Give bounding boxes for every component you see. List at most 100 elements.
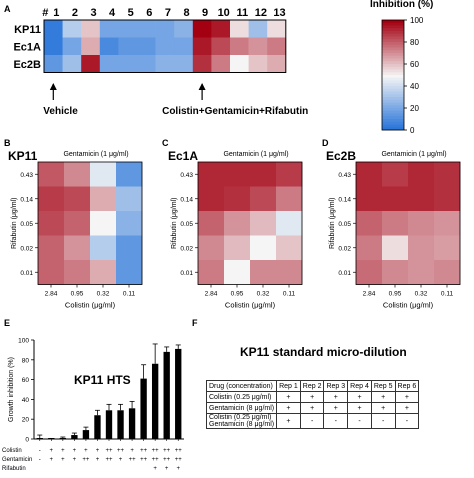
table-header-cell: Rep 3 [323,380,349,392]
treatment-mark: ++ [163,448,171,454]
heatmap-cell [64,211,91,236]
x-axis-label: Colistin (μg/ml) [65,301,116,310]
y-axis-label: Growth inhibition (%) [8,357,15,422]
panel-b-heatmap: KP11 Gentamicin (1 μg/ml) 0.43 0.14 0.05 0.02… [8,149,143,310]
heatmap-cell [64,260,91,285]
heatmap-cell [250,235,277,261]
bar [151,363,159,439]
heatmap-cell [116,162,143,187]
colorbar-segment [382,75,404,79]
table-cell: + [394,402,420,414]
colorbar-segment [382,86,404,90]
treatment-mark: ++ [117,448,125,454]
panel-c-heatmap: Ec1A Gentamicin (1 μg/ml) 0.43 0.14 0.05 0.02… [168,149,303,310]
treatment-mark: + [119,457,123,463]
column-label: 2 [72,7,78,19]
heatmap-cell [356,211,383,236]
table-cell: - [299,413,325,429]
heatmap-cell [137,20,156,38]
heatmap-cell [137,37,156,56]
colorbar-segment [382,22,404,26]
treatment-mark: + [61,448,65,454]
heatmap-cell [137,55,156,73]
heatmap-cell [230,20,249,38]
column-label: 12 [255,7,267,19]
heatmap-cell [356,235,383,261]
table-cell: Colistin (0.25 μg/ml) Gentamicin (8 μg/m… [205,413,278,429]
y-tick-label: 0.14 [180,196,193,203]
treatment-label: Gentamicin [2,457,32,463]
x-tick-label: 2.84 [205,291,218,298]
treatment-mark: + [165,466,169,472]
heatmap-cell [118,37,138,56]
heatmap-cell [62,55,82,73]
heatmap-cell [118,55,138,73]
colorbar-tick-label: 0 [410,126,415,135]
table-f-title: KP11 standard micro-dilution [240,345,407,359]
heatmap-cell [408,162,435,187]
heatmap-cell [356,260,383,285]
y-tick-label: 0.01 [338,270,351,277]
x-tick-label: 0.11 [283,291,296,298]
heatmap-cell [224,186,251,212]
heatmap-cell [192,20,212,38]
colorbar-segment [382,99,404,103]
bar [36,438,43,439]
colorbar-segment [382,64,404,68]
table-header-cell: Rep 2 [299,380,325,392]
treatment-mark: ++ [129,457,137,463]
table-cell: + [347,402,372,414]
y-tick-label: 0.14 [338,196,351,203]
heatmap-cell [408,211,435,236]
x-tick-label: 2.84 [45,291,58,298]
arrow-head [198,83,206,90]
x-tick-label: 0.95 [71,291,84,298]
table-cell: + [370,402,396,414]
panel-d-heatmap: Ec2B Gentamicin (1 μg/ml) 0.43 0.14 0.05 0.02… [326,149,461,310]
heatmap-title: Ec2B [326,149,356,163]
colorbar-tick-label: 20 [410,104,419,113]
colorbar-segment [382,31,404,35]
heatmap-cell [64,235,91,261]
column-label: 11 [236,7,248,19]
heatmap-cell [81,55,101,73]
heatmap-cell [230,55,249,73]
heatmap-cell [382,162,409,187]
heatmap-cell [116,260,143,285]
bar [82,430,90,439]
treatment-mark: + [84,448,88,454]
treatment-mark: + [73,448,77,454]
heatmap-cell [382,186,409,212]
colorbar-segment [382,61,404,65]
treatment-mark: ++ [152,457,160,463]
colorbar-title: Inhibition (%) [370,0,434,10]
y-tick-label: 0.02 [180,245,193,252]
heatmap-cell [276,260,303,285]
treatment-mark: + [176,466,180,472]
heatmap-cell [276,235,303,261]
vehicle-label: Vehicle [43,106,78,117]
heatmap-cell [250,211,277,236]
table-cell: + [299,402,325,414]
heatmap-cell [38,211,65,236]
treatment-mark: + [61,457,65,463]
heatmap-cell [90,186,117,212]
colorbar-segment [382,39,404,43]
heatmap-cell [408,186,435,212]
heatmap-cell [99,55,119,73]
y-tick-label: 0.05 [338,221,351,228]
heatmap-cell [90,211,117,236]
colorbar-segment [382,97,404,101]
colorbar-tick-label: 100 [410,16,424,25]
panel-label-c: C [162,138,169,148]
heatmap-cell [382,211,409,236]
heatmap-cell [382,260,409,285]
y-tick-label: 0.01 [180,270,193,277]
table-header-cell: Rep 6 [394,380,420,392]
bar [163,351,170,439]
y-tick-label: 0.43 [338,172,351,179]
combo-label: Colistin+Gentamicin+Rifabutin [162,106,308,117]
panel-label-b: B [4,138,11,148]
column-label: 9 [202,7,208,19]
colorbar-segment [382,77,404,81]
